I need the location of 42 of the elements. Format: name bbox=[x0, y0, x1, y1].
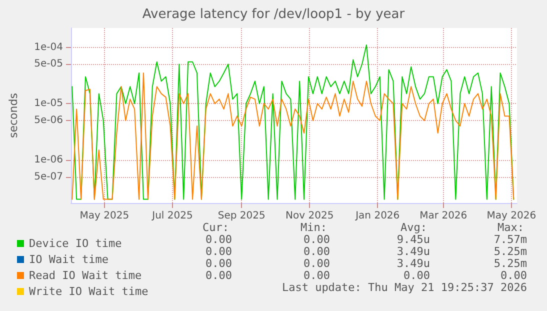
text: 0.00 bbox=[304, 245, 330, 258]
x-tick-label: May 2025 bbox=[80, 210, 130, 222]
legend-label: Device IO time bbox=[29, 237, 122, 250]
y-tick-label: 5e-07 bbox=[34, 171, 63, 182]
legend-label: Read IO Wait time bbox=[29, 269, 142, 282]
chart-title: Average latency for /dev/loop1 - by year bbox=[142, 7, 406, 22]
text: 0.00 bbox=[206, 233, 232, 246]
text: 9.45u bbox=[396, 233, 430, 246]
line-series bbox=[72, 44, 514, 200]
text: Avg: bbox=[400, 221, 427, 234]
text: 7.57m bbox=[494, 233, 528, 246]
text: 0.00 bbox=[304, 269, 330, 282]
text: 0.00 bbox=[304, 257, 330, 270]
text: 0.00 bbox=[206, 245, 232, 258]
text: Cur: bbox=[202, 221, 229, 234]
text: 3.49u bbox=[396, 257, 430, 270]
text: 5.25m bbox=[494, 245, 528, 258]
y-tick-label: 5e-05 bbox=[34, 58, 63, 70]
x-tick-label: Jul 2025 bbox=[151, 210, 193, 222]
text: Last update: Thu May 21 19:25:37 2026 bbox=[282, 281, 527, 294]
text: 0.00 bbox=[404, 269, 430, 282]
legend-label: Write IO Wait time bbox=[29, 285, 148, 298]
y-tick-label: 5e-06 bbox=[34, 115, 63, 126]
text: 5.25m bbox=[494, 257, 528, 270]
y-tick-label: 1e-04 bbox=[34, 42, 63, 53]
y-tick-label: 1e-06 bbox=[34, 154, 63, 166]
y-tick-label: 1e-05 bbox=[34, 98, 63, 110]
text: 0.00 bbox=[206, 269, 232, 282]
text: 0.00 bbox=[500, 269, 527, 282]
text: Min: bbox=[300, 221, 327, 234]
line-series bbox=[72, 72, 514, 200]
x-tick-label: Mar 2026 bbox=[420, 210, 468, 222]
text: 3.49u bbox=[396, 245, 430, 258]
text: 0.00 bbox=[206, 257, 232, 270]
text: Max: bbox=[498, 221, 524, 234]
x-tick-label: Jan 2026 bbox=[354, 210, 400, 222]
x-tick-label: Sep 2025 bbox=[218, 210, 266, 222]
x-tick-label: Nov 2025 bbox=[286, 210, 334, 222]
x-tick-label: May 2026 bbox=[486, 210, 536, 222]
y-axis-title: seconds bbox=[7, 92, 20, 138]
legend-label: IO Wait time bbox=[29, 253, 108, 266]
text: 0.00 bbox=[304, 233, 330, 246]
